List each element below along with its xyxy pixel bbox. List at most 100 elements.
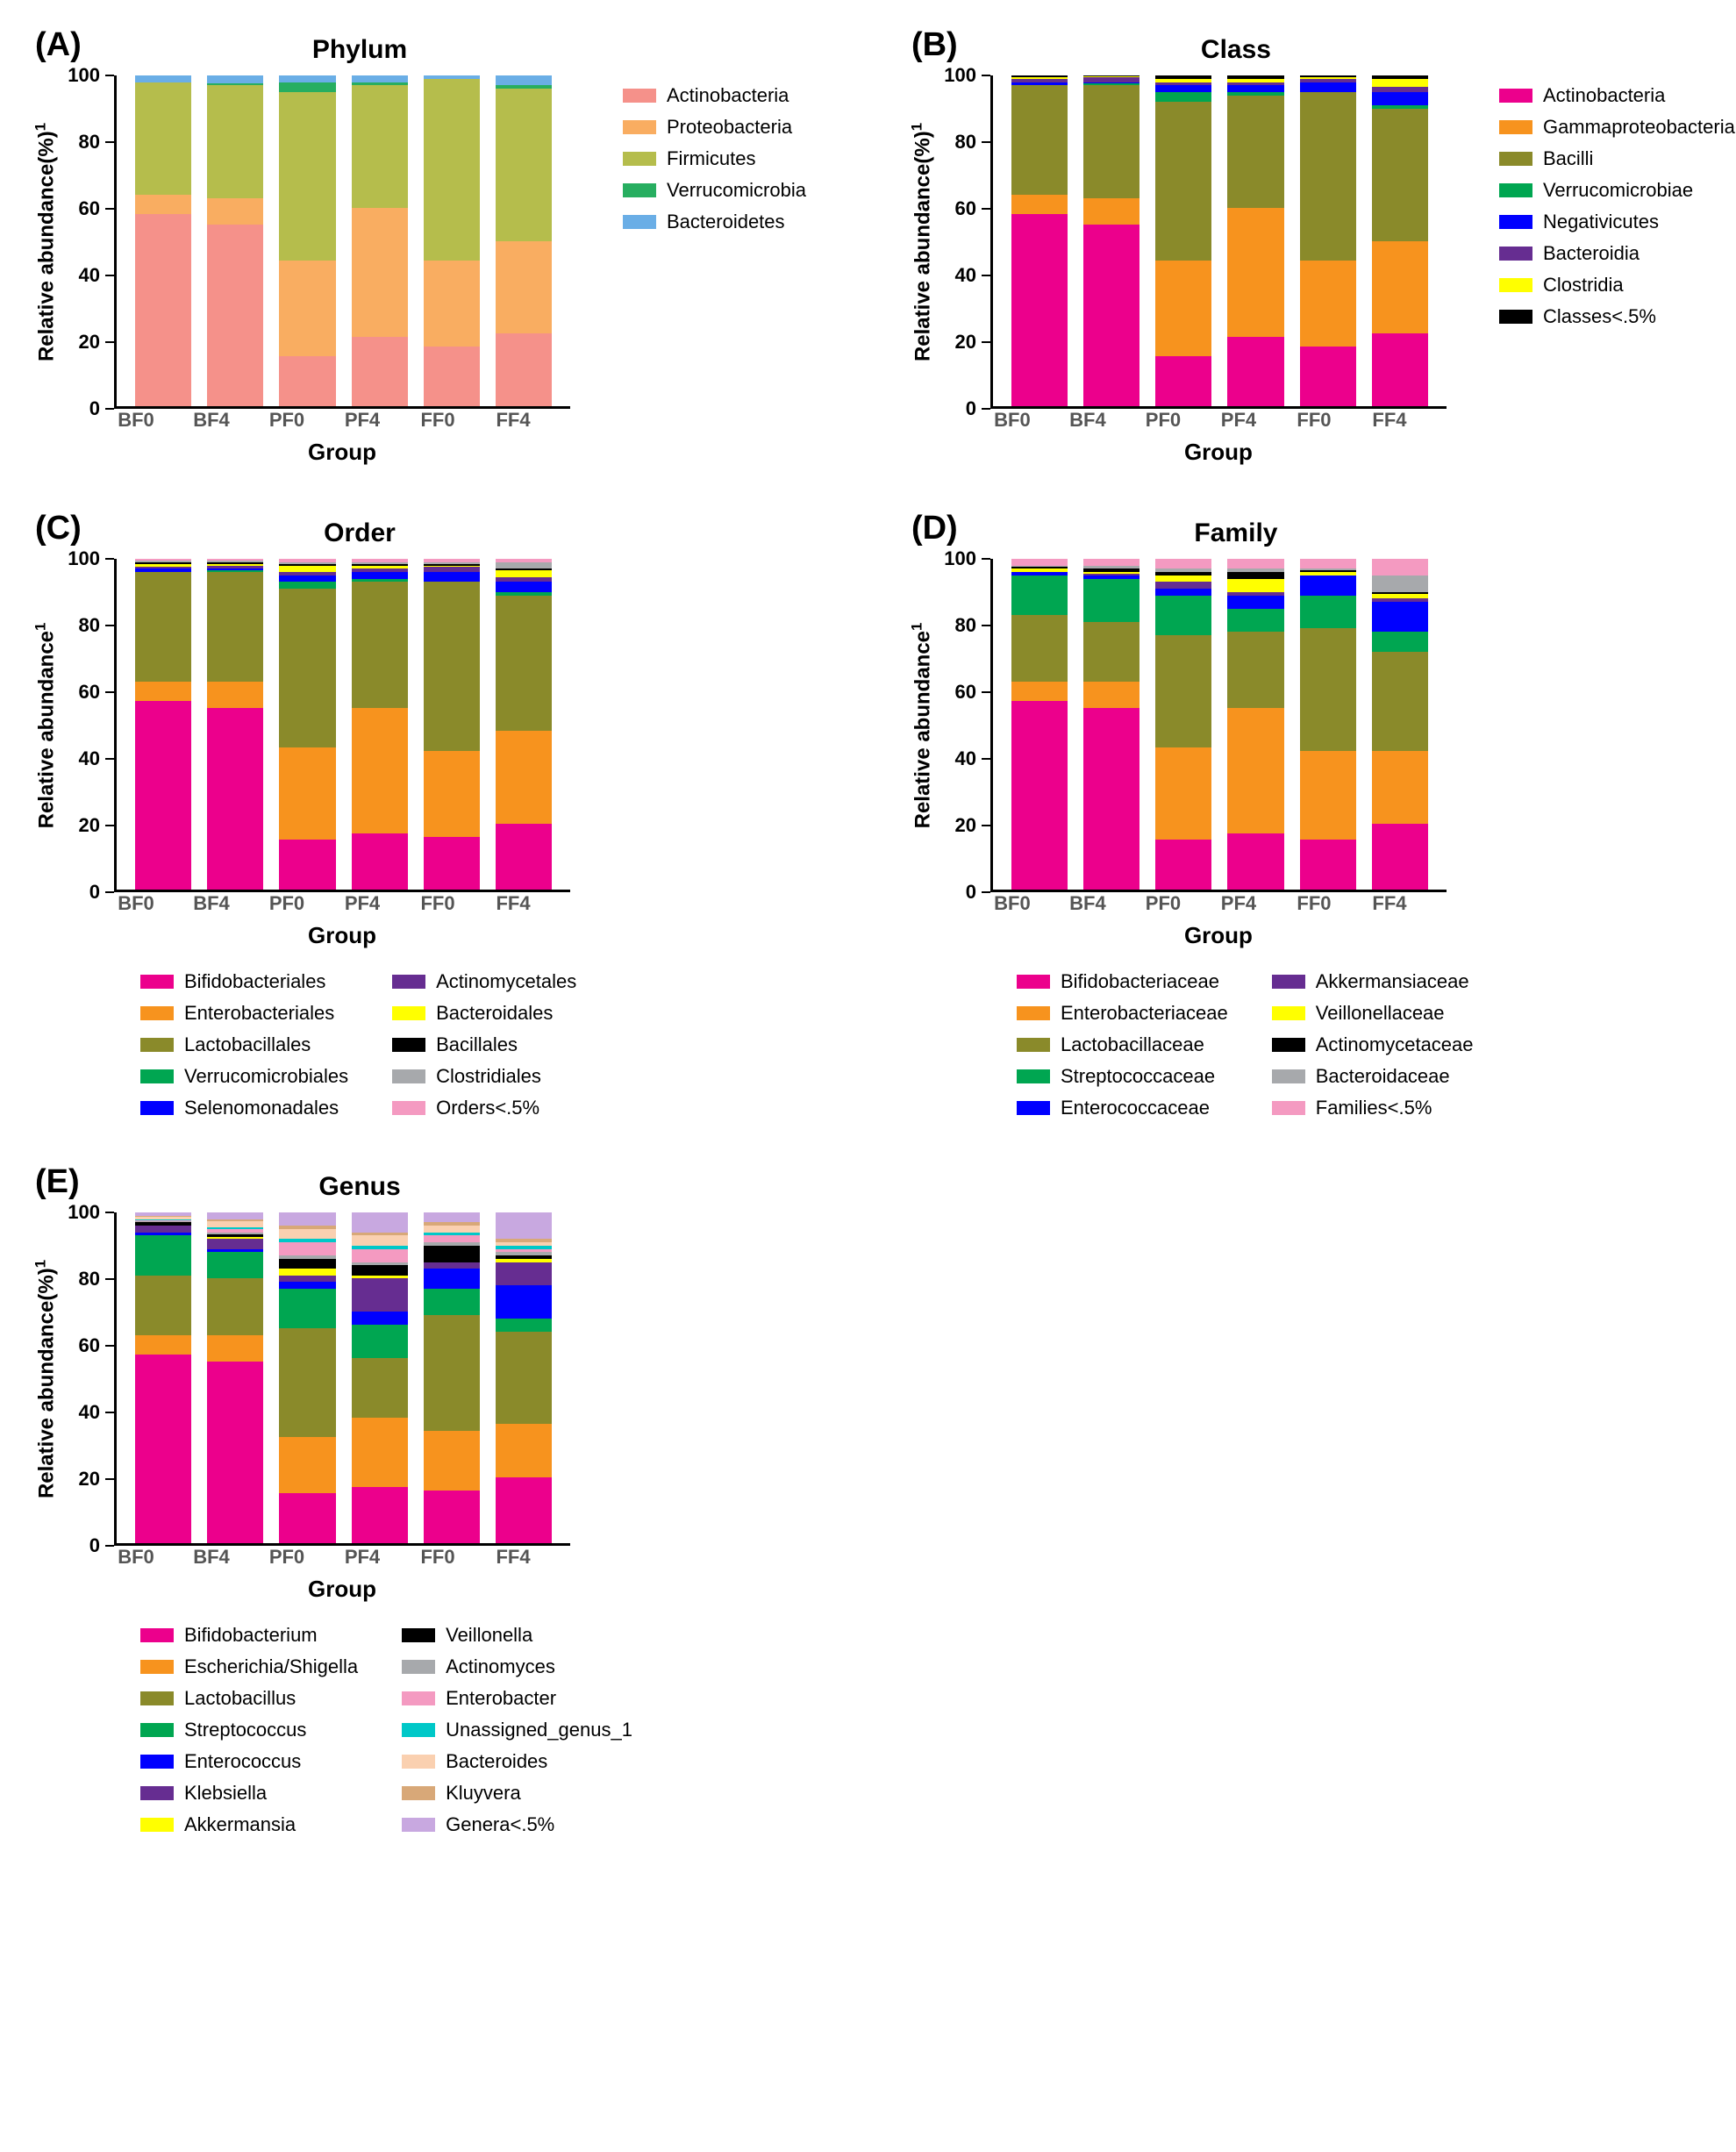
bar-column	[496, 559, 552, 890]
bar-segment	[207, 1252, 263, 1278]
y-tick: 100	[68, 547, 114, 570]
x-tick-label: FF0	[1284, 892, 1344, 915]
bar-segment	[496, 241, 552, 334]
bar-segment	[496, 1319, 552, 1332]
legend-item: Clostridia	[1499, 274, 1735, 297]
y-ticks: 020406080100	[938, 559, 990, 892]
chart-title: Class	[982, 35, 1490, 65]
plot-area: Relative abundance(%)1020406080100	[938, 75, 1447, 409]
bar-segment	[135, 82, 191, 195]
legend-swatch	[1017, 1006, 1050, 1020]
legend-column: BifidobacteriumEscherichia/ShigellaLacto…	[140, 1624, 358, 1836]
legend-label: Verrucomicrobiales	[184, 1065, 348, 1088]
bar-segment	[1155, 635, 1211, 747]
y-tick-mark	[982, 758, 990, 760]
stacked-bar	[135, 559, 191, 890]
chart-row: Relative abundance1020406080100BF0BF4PF0…	[911, 559, 1736, 949]
bar-column	[207, 559, 263, 890]
legend-label: Orders<.5%	[436, 1097, 539, 1119]
legend-label: Kluyvera	[446, 1782, 521, 1805]
y-axis-label: Relative abundance(%)1	[908, 123, 935, 361]
y-tick-label: 60	[79, 681, 100, 704]
y-tick: 100	[944, 547, 990, 570]
legend-label: Akkermansiaceae	[1316, 970, 1469, 993]
y-tick: 60	[79, 197, 114, 220]
legend-label: Bacteroidia	[1543, 242, 1640, 265]
legend-column: ActinomycetalesBacteroidalesBacillalesCl…	[392, 970, 576, 1119]
y-axis: Relative abundance(%)1020406080100	[61, 75, 114, 409]
chart-title: Order	[105, 518, 614, 548]
y-tick: 40	[79, 1401, 114, 1424]
legend-item: Lactobacillus	[140, 1687, 358, 1710]
bar-column	[1083, 75, 1139, 406]
bar-segment	[279, 1269, 335, 1276]
bar-segment	[279, 75, 335, 82]
panel-A: (A)PhylumRelative abundance(%)1020406080…	[35, 35, 841, 466]
bar-segment	[1227, 632, 1283, 708]
bar-column	[1300, 559, 1356, 890]
bar-column	[424, 1212, 480, 1543]
y-tick-label: 20	[79, 814, 100, 837]
legend-column: BifidobacteriaceaeEnterobacteriaceaeLact…	[1017, 970, 1228, 1119]
bar-segment	[1227, 96, 1283, 208]
bar-segment	[207, 1239, 263, 1248]
stacked-bar	[135, 75, 191, 406]
bar-segment	[424, 837, 480, 890]
y-tick-mark	[982, 891, 990, 893]
legend-item: Clostridiales	[392, 1065, 576, 1088]
y-tick-mark	[105, 625, 114, 626]
stacked-bar	[424, 1212, 480, 1543]
legend-label: Escherichia/Shigella	[184, 1655, 358, 1678]
y-tick-label: 40	[79, 747, 100, 770]
y-tick-mark	[105, 1478, 114, 1480]
legend-swatch	[140, 1723, 174, 1737]
x-tick-label: BF0	[106, 409, 166, 432]
legend-label: Unassigned_genus_1	[446, 1719, 632, 1741]
panel-letter: (D)	[911, 510, 958, 547]
bar-column	[424, 559, 480, 890]
stacked-bar	[207, 1212, 263, 1543]
bar-segment	[352, 1212, 408, 1233]
legend-swatch	[623, 120, 656, 134]
legend-label: Families<.5%	[1316, 1097, 1432, 1119]
x-tick-label: PF0	[257, 409, 317, 432]
y-tick: 80	[79, 614, 114, 637]
legend-item: Bifidobacteriaceae	[1017, 970, 1228, 993]
bar-segment	[352, 1265, 408, 1275]
y-tick-mark	[982, 558, 990, 560]
bar-segment	[1372, 333, 1428, 406]
x-labels: BF0BF4PF0PF4FF0FF4	[964, 409, 1473, 432]
bar-segment	[135, 572, 191, 681]
bar-segment	[352, 1312, 408, 1325]
bar-segment	[279, 82, 335, 92]
bar-segment	[279, 576, 335, 583]
legend-label: Enterobacter	[446, 1687, 556, 1710]
bar-segment	[1011, 615, 1068, 681]
legend-label: Actinobacteria	[1543, 84, 1665, 107]
bar-column	[279, 75, 335, 406]
legend-label: Negativicutes	[1543, 211, 1659, 233]
plot-area: Relative abundance(%)1020406080100	[61, 1212, 570, 1546]
bar-segment	[1372, 109, 1428, 241]
bar-segment	[1155, 747, 1211, 840]
bar-segment	[424, 1431, 480, 1491]
plot-shell: Relative abundance1020406080100BF0BF4PF0…	[35, 559, 597, 949]
stacked-bar	[207, 75, 263, 406]
bar-segment	[1227, 579, 1283, 592]
bar-segment	[1227, 833, 1283, 890]
legend-item: Bacillales	[392, 1033, 576, 1056]
legend-label: Actinobacteria	[667, 84, 789, 107]
bar-segment	[424, 1491, 480, 1543]
bar-segment	[424, 1289, 480, 1315]
y-tick: 80	[79, 131, 114, 154]
stacked-bar	[1227, 559, 1283, 890]
bar-segment	[279, 1328, 335, 1437]
x-tick-label: PF4	[1209, 892, 1268, 915]
x-tick-label: FF0	[408, 892, 468, 915]
bar-segment	[135, 1355, 191, 1543]
legend-item: Actinomyces	[402, 1655, 632, 1678]
bar-segment	[1155, 102, 1211, 261]
stacked-bar	[1011, 75, 1068, 406]
y-tick-mark	[105, 75, 114, 76]
legend-item: Streptococcus	[140, 1719, 358, 1741]
